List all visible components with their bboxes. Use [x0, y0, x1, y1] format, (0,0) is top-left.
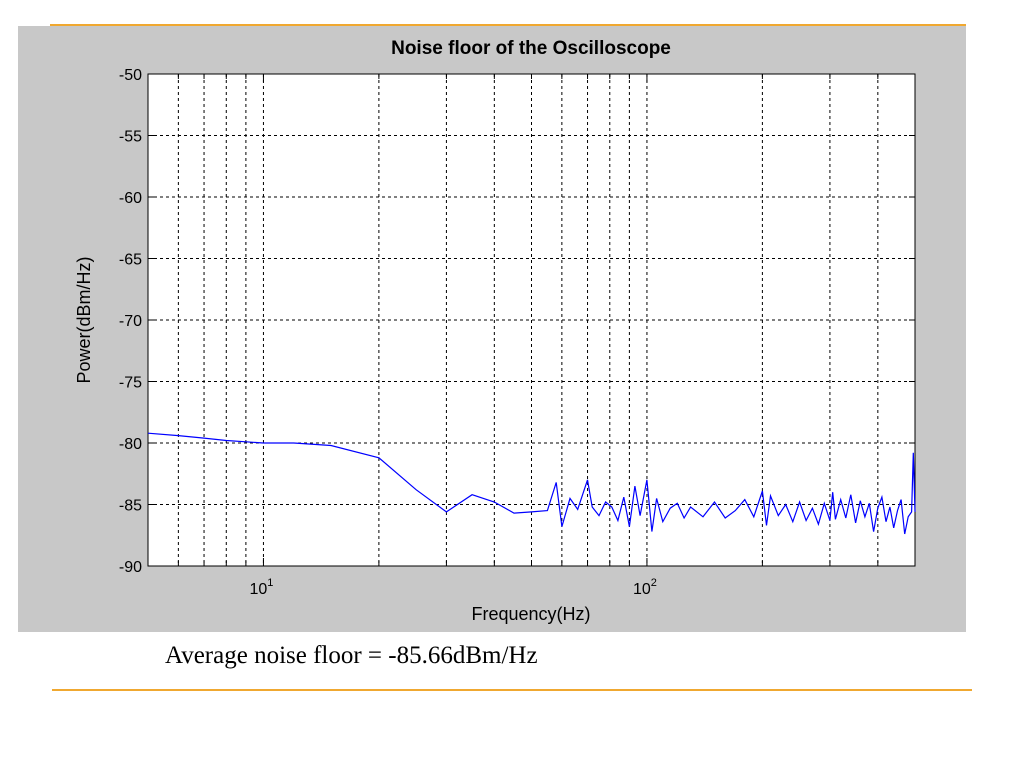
y-tick-label: -55 [119, 129, 142, 146]
x-tick-label: 102 [633, 577, 657, 598]
y-tick-label: -60 [119, 190, 142, 207]
series-layer [147, 432, 916, 535]
y-tick-label: -70 [119, 313, 142, 330]
y-tick-label: -65 [119, 252, 142, 269]
chart-figure: -50 -55 -60 -65 -70 -75 -80 -85 -90 101 102 Noise … [18, 26, 966, 632]
chart-title: Noise floor of the Oscilloscope [391, 38, 671, 59]
y-tick-label: -50 [119, 67, 142, 84]
y-tick-label: -90 [119, 559, 142, 576]
x-tick-label: 101 [249, 577, 273, 598]
y-tick-label: -80 [119, 436, 142, 453]
average-noise-floor-caption: Average noise floor = -85.66dBm/Hz [165, 642, 538, 669]
y-tick-label: -85 [119, 498, 142, 515]
x-tick-exponent: 1 [267, 577, 273, 589]
top-accent-rule [50, 24, 966, 26]
noise-series-line [147, 432, 916, 535]
y-axis-label: Power(dBm/Hz) [74, 256, 94, 383]
x-tick-base: 10 [249, 581, 267, 598]
bottom-accent-rule [52, 689, 972, 691]
x-tick-base: 10 [633, 581, 651, 598]
x-tick-exponent: 2 [651, 577, 657, 589]
x-axis-label: Frequency(Hz) [471, 604, 590, 624]
y-tick-label: -75 [119, 375, 142, 392]
